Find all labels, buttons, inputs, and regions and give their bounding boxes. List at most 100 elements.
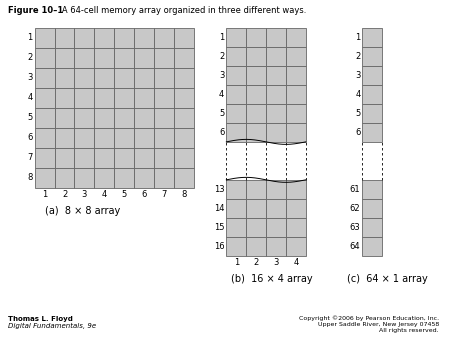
Bar	[362, 123, 382, 142]
Bar	[286, 199, 306, 218]
Bar	[94, 128, 114, 148]
Bar	[74, 68, 94, 88]
Text: 2: 2	[219, 52, 225, 61]
Text: 7: 7	[161, 190, 166, 199]
Bar	[174, 48, 194, 68]
Text: 5: 5	[355, 109, 360, 118]
Bar	[114, 148, 134, 168]
Bar	[74, 28, 94, 48]
Bar	[362, 66, 382, 85]
Bar	[94, 148, 114, 168]
Bar	[246, 66, 266, 85]
Bar	[154, 148, 174, 168]
Bar	[226, 28, 246, 47]
Bar	[74, 48, 94, 68]
Bar	[362, 47, 382, 66]
Text: (b)  16 × 4 array: (b) 16 × 4 array	[231, 274, 313, 284]
Bar	[35, 128, 54, 148]
Bar	[114, 28, 134, 48]
Bar	[226, 85, 246, 104]
Bar	[134, 48, 154, 68]
Bar	[246, 28, 266, 47]
Text: Thomas L. Floyd: Thomas L. Floyd	[8, 316, 73, 322]
Text: 16: 16	[214, 242, 225, 251]
Text: (c)  64 × 1 array: (c) 64 × 1 array	[347, 274, 428, 284]
Text: 4: 4	[27, 93, 33, 102]
Text: 5: 5	[122, 190, 127, 199]
Text: 6: 6	[141, 190, 147, 199]
Bar	[74, 148, 94, 168]
Bar	[35, 48, 54, 68]
Bar	[246, 218, 266, 237]
Bar	[266, 237, 286, 256]
Bar	[246, 47, 266, 66]
Text: 2: 2	[355, 52, 360, 61]
Bar	[226, 199, 246, 218]
Bar	[114, 48, 134, 68]
Bar	[362, 104, 382, 123]
Text: 3: 3	[355, 71, 360, 80]
Bar	[362, 199, 382, 218]
Text: 64: 64	[350, 242, 360, 251]
Bar	[286, 28, 306, 47]
Text: 6: 6	[219, 128, 225, 137]
Text: 2: 2	[62, 190, 67, 199]
Text: 3: 3	[82, 190, 87, 199]
Bar	[74, 168, 94, 188]
Bar	[226, 237, 246, 256]
Bar	[134, 128, 154, 148]
Bar	[286, 180, 306, 199]
Bar	[246, 237, 266, 256]
Bar	[174, 108, 194, 128]
Bar	[35, 108, 54, 128]
Bar	[246, 180, 266, 199]
Bar	[266, 123, 286, 142]
Bar	[94, 48, 114, 68]
Bar	[35, 28, 54, 48]
Bar	[266, 218, 286, 237]
Text: A 64-cell memory array organized in three different ways.: A 64-cell memory array organized in thre…	[54, 6, 306, 15]
Bar	[134, 68, 154, 88]
Bar	[362, 218, 382, 237]
Text: 14: 14	[214, 204, 225, 213]
Text: 1: 1	[219, 33, 225, 42]
Bar	[266, 66, 286, 85]
Bar	[286, 66, 306, 85]
Text: 3: 3	[27, 73, 33, 82]
Bar	[362, 180, 382, 199]
Bar	[362, 237, 382, 256]
Text: 8: 8	[27, 173, 33, 182]
Text: 1: 1	[42, 190, 47, 199]
Text: 61: 61	[350, 185, 360, 194]
Text: 4: 4	[219, 90, 225, 99]
Bar	[54, 168, 74, 188]
Text: 7: 7	[27, 153, 33, 162]
Text: 62: 62	[350, 204, 360, 213]
Bar	[114, 168, 134, 188]
Bar	[266, 104, 286, 123]
Bar	[154, 88, 174, 108]
Bar	[226, 123, 246, 142]
Text: 1: 1	[27, 33, 33, 43]
Bar	[154, 168, 174, 188]
Bar	[286, 104, 306, 123]
Bar	[286, 85, 306, 104]
Text: Copyright ©2006 by Pearson Education, Inc.
Upper Saddle River, New Jersey 07458
: Copyright ©2006 by Pearson Education, In…	[299, 316, 439, 333]
Bar	[134, 148, 154, 168]
Bar	[74, 88, 94, 108]
Text: 4: 4	[293, 258, 298, 267]
Bar	[226, 66, 246, 85]
Bar	[154, 68, 174, 88]
Bar	[154, 48, 174, 68]
Text: 4: 4	[355, 90, 360, 99]
Bar	[174, 88, 194, 108]
Bar	[114, 108, 134, 128]
Text: 5: 5	[27, 113, 33, 122]
Text: 6: 6	[355, 128, 360, 137]
Bar	[94, 108, 114, 128]
Bar	[246, 199, 266, 218]
Bar	[35, 148, 54, 168]
Bar	[54, 88, 74, 108]
Text: 3: 3	[219, 71, 225, 80]
Text: 2: 2	[27, 53, 33, 63]
